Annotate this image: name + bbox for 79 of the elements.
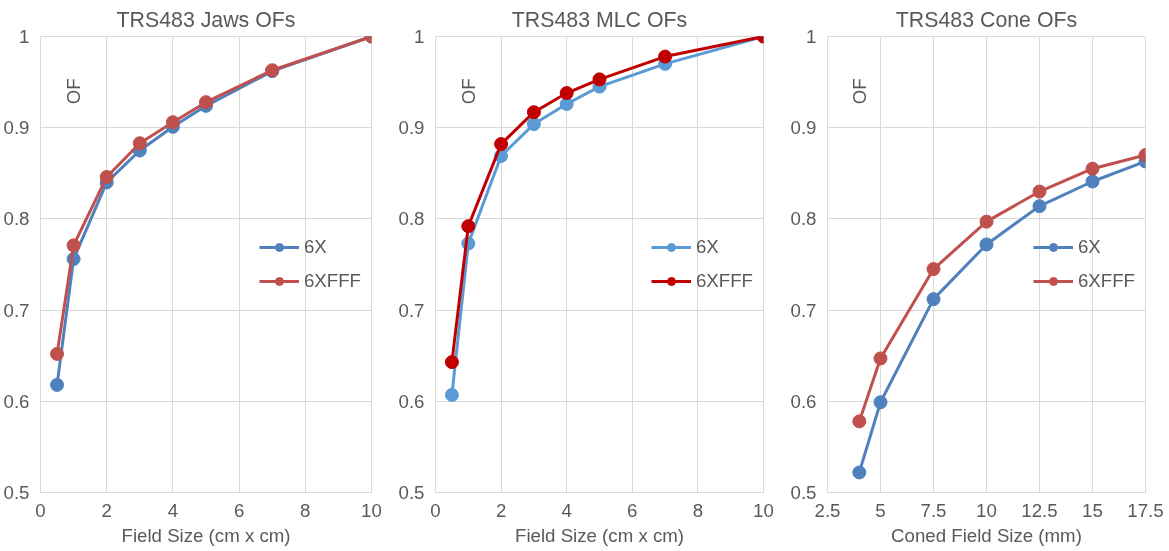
y-tick-label: 0.7 bbox=[3, 299, 30, 321]
point bbox=[592, 72, 607, 87]
y-tick-label: 0.5 bbox=[398, 482, 425, 503]
x-tick-label: 0 bbox=[430, 499, 441, 521]
x-tick-label: 10 bbox=[361, 499, 382, 521]
x-axis-title: Field Size (cm x cm) bbox=[121, 524, 291, 546]
point bbox=[852, 465, 867, 480]
x-tick-label: 6 bbox=[233, 499, 245, 521]
y-axis-title: OF bbox=[848, 78, 870, 105]
point bbox=[926, 292, 941, 307]
y-tick-label: 0.8 bbox=[398, 208, 425, 230]
point bbox=[1085, 174, 1100, 189]
x-tick-label: 10 bbox=[976, 499, 997, 521]
x-axis-title: Field Size (cm x cm) bbox=[515, 524, 684, 546]
x-tick-label: 10 bbox=[753, 499, 774, 521]
legend-label: 6XFFF bbox=[1077, 270, 1135, 292]
legend-label: 6X bbox=[695, 236, 719, 258]
point bbox=[444, 355, 459, 370]
point bbox=[50, 346, 65, 361]
legend-label: 6XFFF bbox=[303, 270, 361, 292]
y-axis-title: OF bbox=[63, 78, 85, 105]
y-tick-label: 0.6 bbox=[3, 390, 30, 412]
x-tick-label: 7.5 bbox=[920, 499, 947, 521]
x-tick-label: 2 bbox=[495, 499, 507, 521]
chart-title: TRS483 Cone OFs bbox=[895, 7, 1078, 32]
y-tick-label: 0.9 bbox=[3, 117, 30, 139]
point bbox=[873, 395, 888, 410]
y-tick-label: 1 bbox=[806, 26, 817, 47]
x-tick-label: 8 bbox=[692, 499, 704, 521]
point bbox=[926, 262, 941, 277]
legend-label: 6X bbox=[303, 236, 327, 258]
point bbox=[444, 387, 459, 402]
y-tick-label: 0.8 bbox=[3, 208, 30, 230]
chart-title: TRS483 MLC OFs bbox=[511, 7, 688, 32]
point bbox=[461, 219, 476, 234]
point bbox=[165, 115, 180, 130]
y-tick-label: 0.6 bbox=[398, 390, 425, 412]
x-axis-title: Coned Field Size (mm) bbox=[891, 524, 1082, 546]
y-tick-label: 0.9 bbox=[790, 117, 817, 139]
point bbox=[66, 238, 81, 253]
point bbox=[1085, 161, 1100, 176]
y-tick-label: 0.7 bbox=[790, 299, 817, 321]
y-tick-label: 0.5 bbox=[3, 482, 30, 503]
point bbox=[99, 169, 114, 184]
x-tick-label: 8 bbox=[300, 499, 311, 521]
point bbox=[852, 414, 867, 429]
chart-title: TRS483 Jaws OFs bbox=[116, 7, 296, 32]
y-tick-label: 0.9 bbox=[398, 117, 425, 139]
x-tick-label: 4 bbox=[561, 499, 572, 521]
point bbox=[979, 237, 994, 252]
x-tick-label: 12.5 bbox=[1021, 499, 1058, 521]
point bbox=[1032, 184, 1047, 199]
x-tick-label: 5 bbox=[875, 499, 886, 521]
point bbox=[494, 137, 509, 152]
point bbox=[1032, 199, 1047, 214]
x-tick-label: 0 bbox=[35, 499, 46, 521]
point bbox=[526, 117, 541, 132]
y-tick-label: 1 bbox=[414, 26, 425, 47]
x-tick-label: 2.5 bbox=[814, 499, 841, 521]
y-tick-label: 0.8 bbox=[790, 208, 817, 230]
point bbox=[979, 214, 994, 229]
point bbox=[658, 49, 673, 64]
y-tick-label: 0.7 bbox=[398, 299, 425, 321]
y-tick-label: 1 bbox=[19, 26, 30, 47]
x-tick-label: 4 bbox=[167, 499, 179, 521]
x-tick-label: 15 bbox=[1082, 499, 1103, 521]
point bbox=[873, 351, 888, 366]
legend-label: 6XFFF bbox=[695, 270, 753, 292]
y-tick-label: 0.5 bbox=[790, 482, 817, 503]
y-tick-label: 0.6 bbox=[790, 390, 817, 412]
x-tick-label: 2 bbox=[101, 499, 112, 521]
point bbox=[132, 136, 147, 151]
y-axis-title: OF bbox=[457, 78, 479, 105]
legend-label: 6X bbox=[1077, 236, 1101, 258]
x-tick-label: 17.5 bbox=[1127, 499, 1164, 521]
x-tick-label: 6 bbox=[627, 499, 638, 521]
point bbox=[50, 377, 65, 392]
point bbox=[526, 105, 541, 120]
point bbox=[559, 86, 574, 101]
